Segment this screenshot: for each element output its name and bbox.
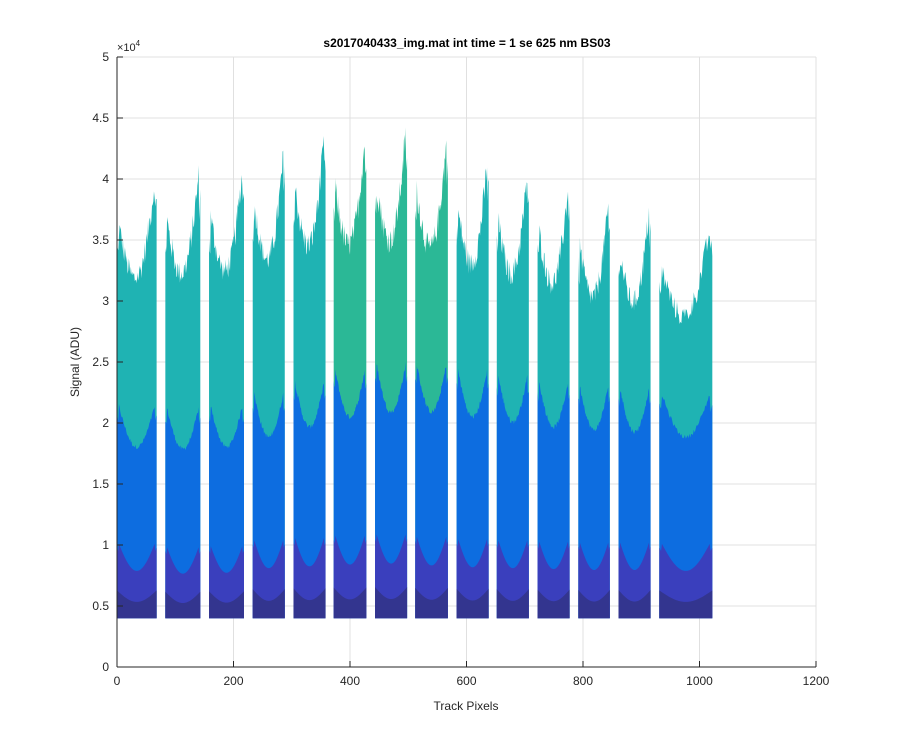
y-tick-label: 0.5: [92, 599, 109, 613]
x-tick-label: 200: [223, 674, 243, 688]
segment-area-base: [333, 587, 367, 619]
y-tick-label: 4.5: [92, 111, 109, 125]
y-tick-label: 3.5: [92, 233, 109, 247]
segment-area-mid: [415, 365, 448, 619]
x-tick-label: 800: [573, 674, 593, 688]
y-tick-label: 3: [102, 294, 109, 308]
segment-area-base: [252, 589, 285, 619]
y-tick-label: 5: [102, 50, 109, 64]
y-tick-label: 2.5: [92, 355, 109, 369]
segment-area-base: [618, 590, 651, 619]
y-tick-label: 2: [102, 416, 109, 430]
segment-area-base: [117, 590, 157, 619]
plot-area: [117, 127, 713, 619]
segment-area-base: [165, 591, 201, 619]
segment-area-base: [578, 590, 610, 619]
axes: 0 200 400 600 800 1000 1200 0 0.5 1 1.5 2 2.5 3 3.5 4 4.…: [92, 50, 829, 688]
x-tick-label: 400: [340, 674, 360, 688]
segment-area-mid: [537, 382, 570, 619]
segment-area-mid: [496, 374, 529, 619]
segment-area-base: [537, 589, 570, 619]
segment-area-base: [209, 591, 244, 619]
y-tick-label: 4: [102, 172, 109, 186]
segment-area-base: [456, 588, 489, 619]
x-axis-label: Track Pixels: [434, 699, 499, 713]
y-tick-label: 1: [102, 538, 109, 552]
segment-area-base: [659, 590, 713, 619]
segment-area-base: [375, 587, 408, 619]
y-tick-label: 1.5: [92, 477, 109, 491]
x-tick-label: 1200: [803, 674, 830, 688]
y-tick-label: 0: [102, 660, 109, 674]
segment-area-mid: [578, 386, 610, 619]
x-tick-label: 0: [114, 674, 121, 688]
segment-area-base: [496, 589, 529, 619]
x-tick-label: 1000: [686, 674, 713, 688]
segment-area-mid: [456, 368, 489, 619]
chart-title: s2017040433_img.mat int time = 1 se 625 …: [323, 36, 610, 50]
x-tick-label: 600: [456, 674, 476, 688]
segment-area-base: [293, 588, 326, 619]
y-multiplier-label: ×104: [117, 39, 141, 54]
y-axis-label: Signal (ADU): [68, 327, 82, 397]
segment-area-base: [415, 587, 448, 619]
